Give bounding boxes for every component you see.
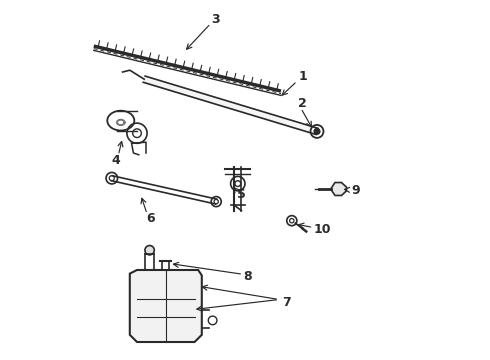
Text: 8: 8: [243, 270, 251, 283]
Circle shape: [311, 125, 323, 138]
Circle shape: [314, 129, 320, 134]
Polygon shape: [331, 183, 346, 195]
Text: 9: 9: [351, 184, 360, 197]
Text: 7: 7: [282, 296, 291, 309]
Text: 6: 6: [147, 212, 155, 225]
Text: 5: 5: [237, 188, 246, 201]
Polygon shape: [130, 270, 202, 342]
Text: 4: 4: [112, 154, 121, 167]
Text: 10: 10: [314, 223, 331, 236]
Circle shape: [145, 246, 154, 255]
Text: 1: 1: [298, 70, 307, 83]
Polygon shape: [143, 76, 318, 135]
Text: 2: 2: [298, 97, 307, 110]
Text: 3: 3: [211, 13, 220, 26]
